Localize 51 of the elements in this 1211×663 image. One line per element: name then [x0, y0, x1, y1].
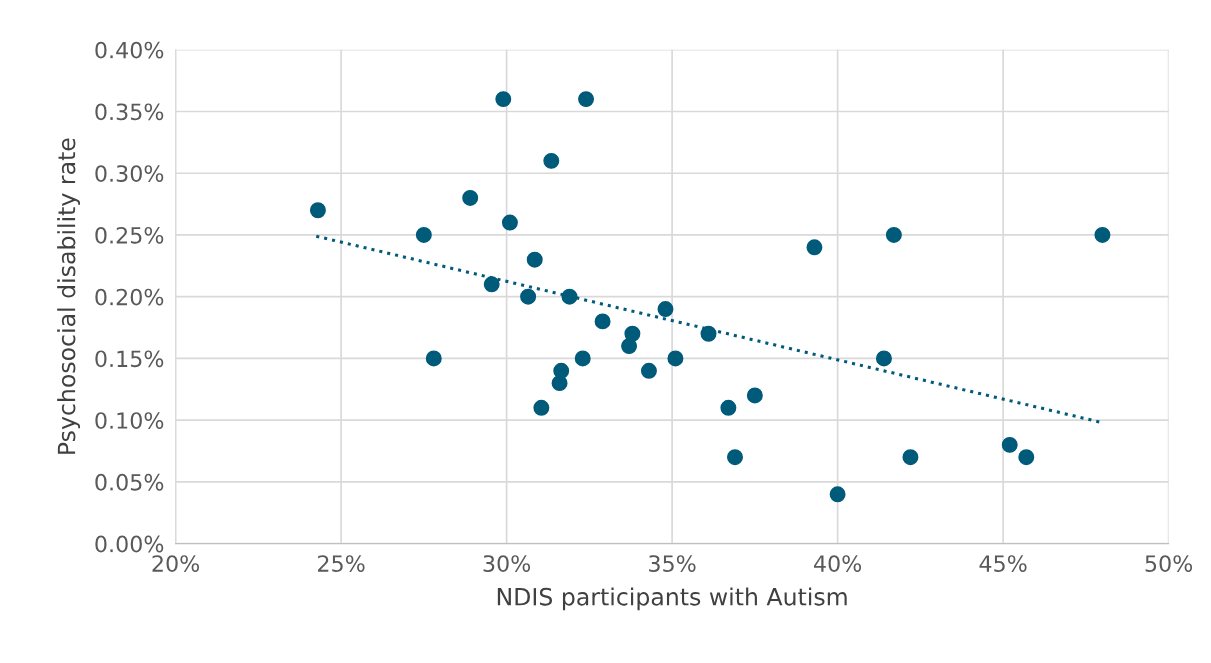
- point: [520, 288, 537, 305]
- point: [624, 325, 641, 342]
- x-tick-label: 50%: [1145, 555, 1193, 572]
- point: [483, 276, 500, 293]
- point: [462, 189, 479, 206]
- point: [1018, 449, 1035, 466]
- x-tick-label: 25%: [318, 555, 365, 572]
- y-tick-label: 0.05%: [95, 473, 164, 491]
- point: [902, 449, 919, 466]
- point: [1001, 436, 1018, 453]
- point: [425, 350, 442, 367]
- x-axis-title: NDIS participants with Autism: [497, 587, 847, 611]
- point: [533, 399, 550, 416]
- x-tick-label: 45%: [979, 555, 1027, 572]
- point: [657, 301, 674, 318]
- point: [1094, 226, 1111, 243]
- x-tick-label: 35%: [649, 555, 696, 572]
- point: [415, 226, 432, 243]
- y-tick-label: 0.00%: [95, 535, 164, 553]
- point: [309, 202, 326, 219]
- point: [543, 152, 560, 169]
- point: [875, 350, 892, 367]
- x-tick-label: 20%: [152, 555, 200, 572]
- y-tick-label: 0.20%: [95, 288, 164, 306]
- x-tick-label: 30%: [483, 555, 531, 572]
- x-tick-label: 40%: [814, 555, 862, 572]
- point: [501, 214, 518, 231]
- y-tick-label: 0.15%: [95, 350, 164, 368]
- point: [700, 325, 717, 342]
- y-tick-label: 0.25%: [95, 226, 164, 244]
- y-axis-title: Psychosocial disability rate: [57, 138, 80, 454]
- point: [806, 239, 823, 256]
- y-tick-label: 0.35%: [95, 103, 164, 121]
- point: [640, 362, 657, 379]
- point: [495, 91, 512, 108]
- y-tick-label: 0.30%: [95, 165, 164, 182]
- point: [885, 226, 902, 243]
- point: [553, 362, 570, 379]
- point: [621, 338, 638, 355]
- point: [594, 313, 611, 330]
- point: [746, 387, 763, 404]
- point: [526, 251, 543, 268]
- point: [829, 486, 846, 503]
- point: [561, 288, 578, 305]
- y-tick-label: 0.10%: [95, 412, 164, 429]
- point: [578, 91, 595, 108]
- point: [574, 350, 591, 367]
- y-tick-label: 0.40%: [95, 41, 164, 59]
- point: [667, 350, 684, 367]
- point: [727, 449, 743, 466]
- point: [720, 399, 737, 416]
